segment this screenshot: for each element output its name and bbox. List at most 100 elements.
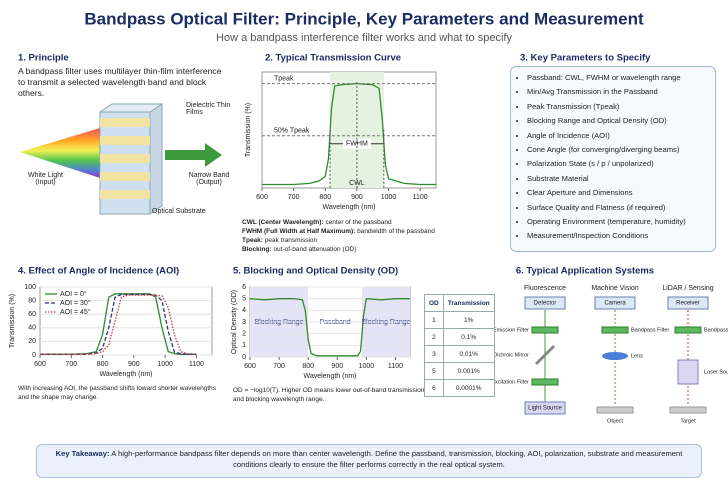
component-label: Emission Filter xyxy=(493,327,529,333)
legend-label: AOI = 0° xyxy=(60,290,87,298)
component xyxy=(596,406,634,414)
legend-label: AOI = 30° xyxy=(60,299,91,307)
parameter: Min/Avg Transmission in the Passband xyxy=(527,85,715,99)
annotation-label: FWHM xyxy=(346,141,368,148)
y-tick-label: 3 xyxy=(242,319,246,326)
x-tick-label: 900 xyxy=(351,194,363,201)
x-tick-label: 1100 xyxy=(189,361,204,368)
table-cell: 0.001% xyxy=(442,362,495,380)
note: Blocking: out-of-band attenuation (OD) xyxy=(242,245,502,254)
reference-label: 50% Tpeak xyxy=(274,128,310,135)
parameter: Surface Quality and Flatness (if require… xyxy=(527,201,715,215)
x-tick-label: 600 xyxy=(244,363,256,370)
x-tick-label: 1100 xyxy=(413,194,428,201)
y-tick-label: 80 xyxy=(28,297,36,304)
x-tick-label: 1000 xyxy=(359,363,375,370)
series-line xyxy=(40,293,197,355)
table-cell: 1% xyxy=(442,311,495,329)
x-tick-label: 800 xyxy=(302,363,314,370)
x-axis-label: Wavelength (nm) xyxy=(303,373,356,380)
note-text: out-of-band attenuation (OD) xyxy=(273,246,357,253)
table-row: 5 0.001% xyxy=(424,362,495,380)
note-term: CWL (Center Wavelength): xyxy=(242,219,324,226)
annotation-label: CWL xyxy=(349,180,365,187)
x-tick-label: 800 xyxy=(97,361,109,368)
od-table: OD Transmission 1 1% 2 0.1% 3 0.01% 5 0.001% 6 0.00… xyxy=(424,294,495,397)
note-term: FWHM (Full Width at Half Maximum): xyxy=(242,228,356,235)
component-label: Object xyxy=(607,418,623,424)
chart-title: 2. Typical Transmission Curve xyxy=(265,53,401,64)
table-cell: 3 xyxy=(424,345,444,363)
x-tick-label: 800 xyxy=(319,194,331,201)
component xyxy=(531,326,559,334)
table-cell: 2 xyxy=(424,328,444,346)
diagram-label: Narrow Band (Output) xyxy=(188,172,230,186)
table-cell: 0.0001% xyxy=(442,379,495,397)
y-tick-label: 6 xyxy=(242,284,246,291)
caption: OD = −log10(T). Higher OD means lower ou… xyxy=(233,387,493,403)
x-tick-label: 700 xyxy=(288,194,300,201)
x-axis-label: Wavelength (nm) xyxy=(99,371,152,378)
parameter: Operating Environment (temperature, humi… xyxy=(527,215,715,229)
table-cell: 5 xyxy=(424,362,444,380)
x-axis-label: Wavelength (nm) xyxy=(322,204,375,211)
x-tick-label: 1000 xyxy=(381,194,397,201)
table-row: OD Transmission xyxy=(424,294,495,312)
title: Bandpass Optical Filter: Principle, Key … xyxy=(84,9,644,28)
filter-side xyxy=(149,103,163,215)
parameter: Angle of Incidence (AOI) xyxy=(527,129,715,143)
y-tick-label: 0 xyxy=(32,352,36,359)
parameter-list: Passband: CWL, FWHM or wavelength rangeM… xyxy=(511,71,715,244)
note-text: center of the passband xyxy=(325,219,392,226)
x-tick-label: 900 xyxy=(331,363,343,370)
legend-label: AOI = 45° xyxy=(60,308,91,316)
component-label: Bandpass Filter xyxy=(704,327,728,333)
output-beam xyxy=(165,143,222,167)
section-heading: 6. Typical Application Systems xyxy=(516,266,654,277)
diagram-label: Dielectric Thin Films xyxy=(186,102,231,116)
parameter: Measurement/Inspection Conditions xyxy=(527,229,715,243)
component-label: Lens xyxy=(631,353,643,359)
section-heading: 1. Principle xyxy=(18,53,69,64)
plot-area xyxy=(39,286,213,356)
component xyxy=(601,326,629,334)
component xyxy=(674,326,702,334)
note: CWL (Center Wavelength): center of the p… xyxy=(242,218,502,227)
y-tick-label: 100 xyxy=(24,284,36,291)
parameter: Clear Aperture and Dimensions xyxy=(527,186,715,200)
note-term: Blocking: xyxy=(242,246,272,253)
component-label: Receiver xyxy=(676,301,700,307)
y-tick-label: 5 xyxy=(242,296,246,303)
table-header: OD xyxy=(424,294,444,312)
parameter: Peak Transmission (Tpeak) xyxy=(527,100,715,114)
chart-title: 4. Effect of Angle of Incidence (AOI) xyxy=(18,266,179,277)
component xyxy=(524,401,566,415)
series-line xyxy=(262,82,436,186)
y-tick-label: 0 xyxy=(242,354,246,361)
parameter: Substrate Material xyxy=(527,172,715,186)
x-tick-label: 700 xyxy=(273,363,285,370)
component-label: Laser Source xyxy=(704,369,728,375)
parameter-box: Passband: CWL, FWHM or wavelength rangeM… xyxy=(510,66,716,252)
parameter: Passband: CWL, FWHM or wavelength range xyxy=(527,71,715,85)
table-cell: 6 xyxy=(424,379,444,397)
system-name: LiDAR / Sensing xyxy=(662,285,713,292)
y-tick-label: 4 xyxy=(242,307,246,314)
table-row: 1 1% xyxy=(424,311,495,329)
series-line xyxy=(40,294,197,355)
component xyxy=(594,296,636,310)
curve-notes: CWL (Center Wavelength): center of the p… xyxy=(242,218,502,254)
note-term: Tpeak: xyxy=(242,237,263,244)
component xyxy=(534,344,556,366)
table-cell: 0.1% xyxy=(442,328,495,346)
component-label: Detector xyxy=(534,301,557,307)
subtitle: How a bandpass interference filter works… xyxy=(216,32,512,44)
component xyxy=(667,296,709,310)
y-tick-label: 60 xyxy=(28,311,36,318)
table-cell: 0.01% xyxy=(442,345,495,363)
takeaway-label: Key Takeaway: xyxy=(55,449,110,458)
reference-label: Tpeak xyxy=(274,75,294,82)
x-tick-label: 900 xyxy=(128,361,140,368)
